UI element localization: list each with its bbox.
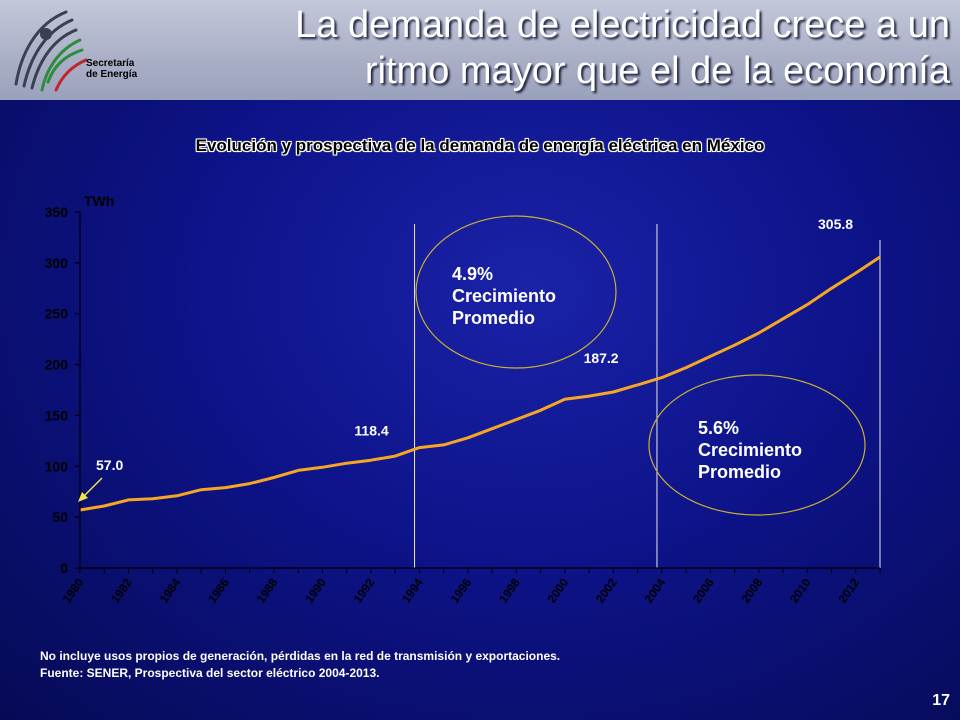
logo-text-line1: Secretaría (86, 58, 135, 69)
growth-annotation-1-line-2: Crecimiento (452, 286, 556, 306)
x-tick-label: 2010 (787, 575, 814, 605)
x-tick-label: 1996 (448, 575, 475, 605)
growth-annotation-2-line-3: Promedio (698, 462, 781, 482)
annotation-ellipse-1 (415, 215, 617, 369)
logo-text-line2: de Energía (86, 69, 138, 80)
x-tick-label: 1986 (205, 575, 232, 605)
data-label-1980: 57.0 (96, 457, 123, 473)
data-label-arrowhead (78, 492, 88, 503)
chart-title: Evolución y prospectiva de la demanda de… (195, 136, 765, 155)
x-tick-label: 1988 (254, 575, 281, 605)
growth-annotation-2-line-1: 5.6% (698, 418, 739, 438)
growth-annotation-1-line-1: 4.9% (452, 264, 493, 284)
header-bar: Secretaría de Energía La demanda de elec… (0, 0, 960, 100)
y-tick-label: 0 (60, 560, 68, 576)
x-tick-label: 2004 (641, 575, 668, 605)
growth-annotation-1-line-3: Promedio (452, 308, 535, 328)
y-tick-label: 250 (45, 306, 69, 322)
x-tick-label: 1992 (351, 575, 378, 605)
y-tick-label: 350 (45, 204, 69, 220)
page-number: 17 (932, 692, 950, 709)
page-title-line1: La demanda de electricidad crece a un (295, 4, 950, 46)
annotation-ellipse-2 (648, 374, 866, 516)
x-tick-label: 1980 (60, 575, 87, 605)
page-title-line2: ritmo mayor que el de la economía (364, 50, 950, 92)
data-label-1994: 118.4 (354, 423, 388, 439)
data-label-2013: 305.8 (818, 216, 853, 232)
growth-annotation-2-line-2: Crecimiento (698, 440, 802, 460)
y-tick-label: 150 (45, 407, 69, 423)
demand-series-line (79, 255, 881, 512)
y-tick-label: 200 (45, 357, 69, 373)
x-tick-label: 2008 (738, 575, 765, 605)
x-tick-label: 2006 (690, 575, 717, 605)
x-tick-label: 2012 (835, 575, 862, 605)
data-label-arrow (81, 477, 103, 499)
x-tick-label: 1998 (496, 575, 523, 605)
x-tick-label: 1982 (108, 575, 135, 605)
y-tick-label: 50 (52, 509, 68, 525)
x-tick-label: 2002 (593, 575, 620, 605)
data-label-2003: 187.2 (584, 350, 619, 366)
x-tick-label: 1990 (302, 575, 329, 605)
x-tick-label: 1994 (399, 575, 426, 605)
y-tick-label: 100 (45, 458, 69, 474)
y-axis-unit: TWh (84, 193, 114, 209)
eagle-logo (14, 10, 88, 92)
footnote-line1: No incluye usos propios de generación, p… (40, 649, 561, 663)
y-tick-label: 300 (45, 255, 69, 271)
footnote: No incluye usos propios de generación, p… (40, 648, 560, 682)
footnote-line2: Fuente: SENER, Prospectiva del sector el… (40, 666, 380, 680)
page-title: La demanda de electricidad crece a un ri… (170, 2, 950, 94)
logo-text: Secretaría de Energía (86, 58, 156, 80)
x-tick-label: 2000 (545, 575, 572, 605)
demand-line-chart: 0 50 100 150 200 250 300 350 TWh 1980 1982 1984 1986… (45, 193, 881, 606)
x-tick-label: 1984 (157, 575, 184, 605)
